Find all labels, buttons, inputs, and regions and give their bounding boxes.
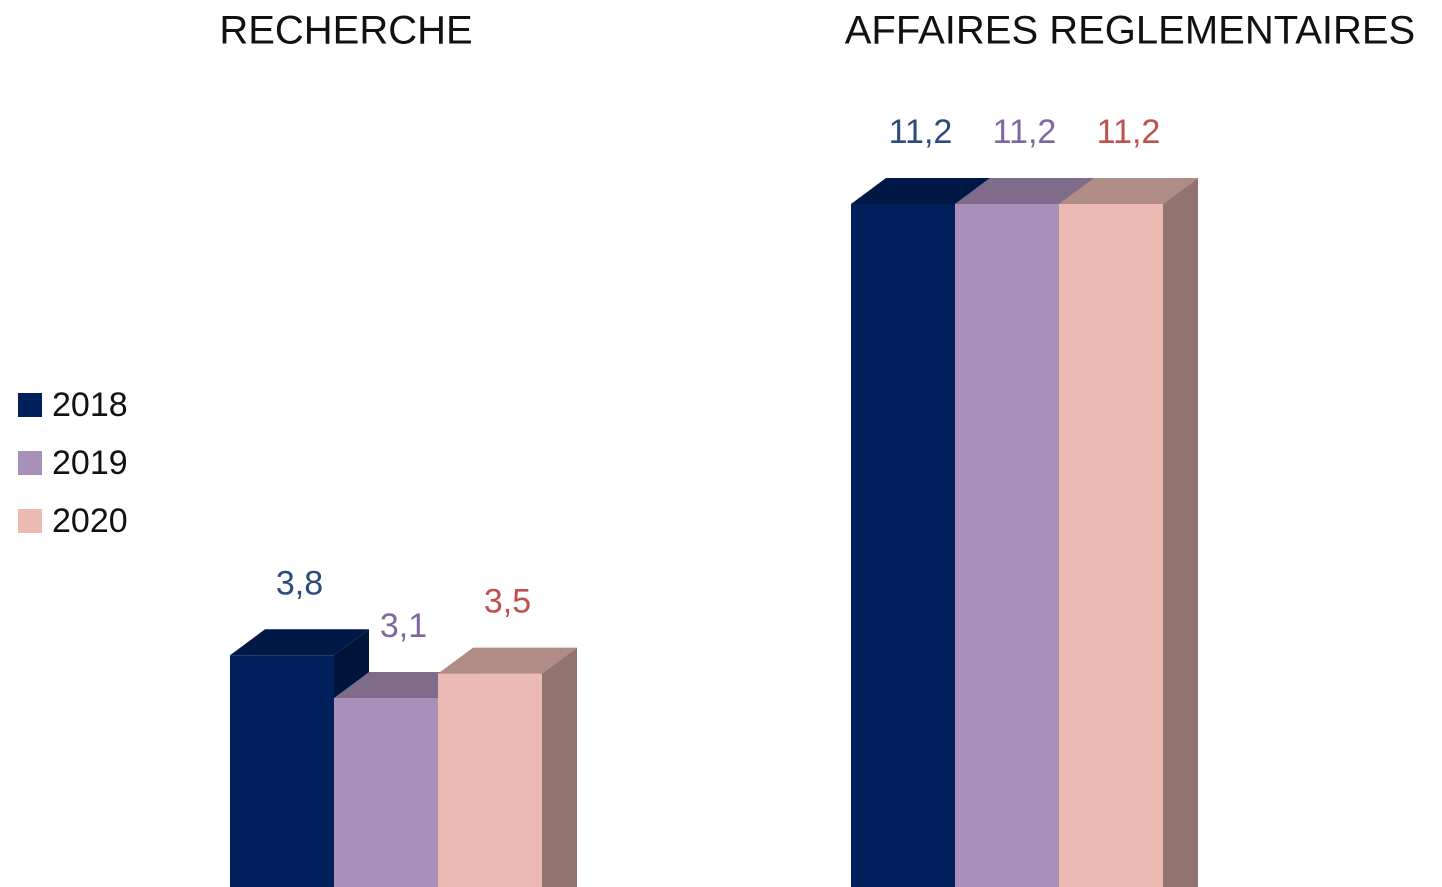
- bar: [438, 673, 542, 887]
- group-title: AFFAIRES REGLEMENTAIRES: [845, 9, 1416, 53]
- value-label: 3,8: [276, 564, 323, 602]
- legend-swatch: [18, 509, 42, 533]
- bar-top: [438, 647, 577, 674]
- legend-label: 2019: [52, 444, 128, 482]
- bar: [955, 204, 1059, 887]
- legend-swatch: [18, 451, 42, 475]
- value-label: 11,2: [993, 113, 1057, 151]
- bar-top: [851, 178, 990, 204]
- value-label: 3,1: [380, 607, 427, 645]
- bar-top: [230, 629, 369, 656]
- bar-side: [542, 647, 577, 887]
- legend-label: 2018: [52, 386, 128, 424]
- value-label: 3,5: [484, 583, 531, 621]
- bar: [230, 655, 334, 887]
- bar: [334, 697, 438, 887]
- bar: [1059, 204, 1163, 887]
- bar-top: [955, 178, 1094, 204]
- bar-top: [1059, 178, 1198, 204]
- value-label: 11,2: [889, 113, 953, 151]
- group-title: RECHERCHE: [219, 9, 472, 53]
- bar-side: [1163, 178, 1198, 887]
- legend-swatch: [18, 393, 42, 417]
- bar: [851, 204, 955, 887]
- value-label: 11,2: [1097, 113, 1161, 151]
- legend-label: 2020: [52, 502, 128, 540]
